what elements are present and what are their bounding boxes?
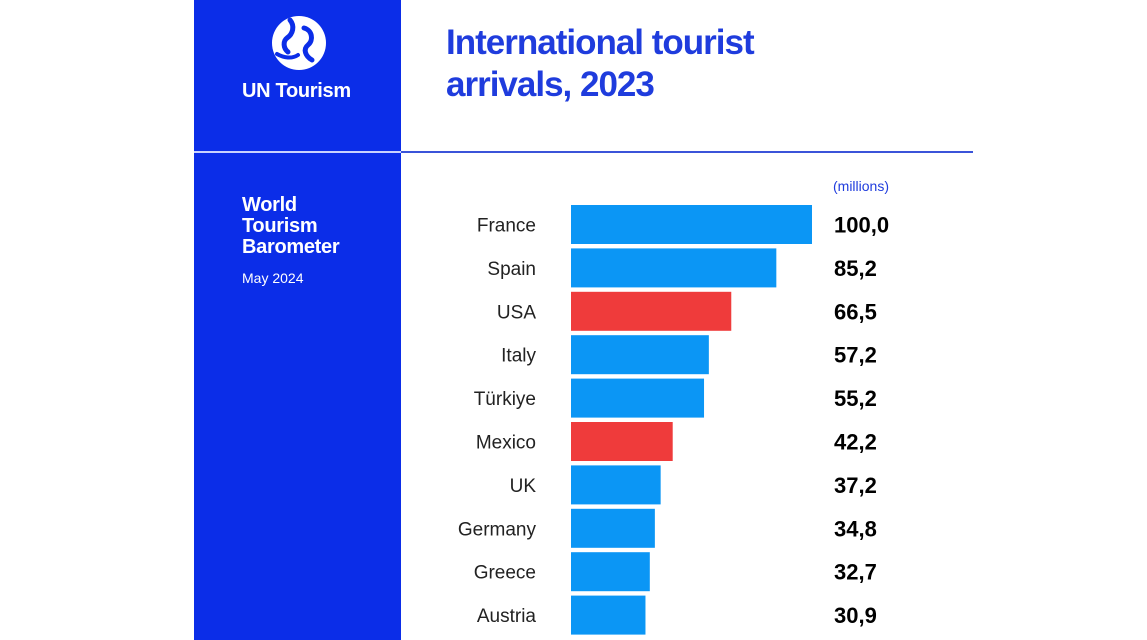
- bar-7: [571, 508, 655, 548]
- value-label: 57,2: [834, 343, 877, 368]
- bar-6: [571, 465, 661, 505]
- value-label: 85,2: [834, 256, 877, 281]
- category-label: Italy: [501, 346, 536, 367]
- brand-name: UN Tourism: [242, 80, 351, 102]
- category-label: Spain: [487, 259, 536, 280]
- category-label: Türkiye: [474, 389, 536, 410]
- value-label: 66,5: [834, 299, 877, 324]
- sidebar-panel: [194, 0, 401, 640]
- bar-8: [571, 552, 650, 592]
- value-label: 30,9: [834, 603, 877, 628]
- report-title: World Tourism Barometer: [242, 194, 340, 258]
- un-tourism-logo-icon: [272, 16, 326, 70]
- value-label: 42,2: [834, 430, 877, 455]
- bar-5: [571, 422, 673, 461]
- value-label: 37,2: [834, 473, 877, 498]
- category-label: France: [477, 216, 536, 237]
- value-label: 55,2: [834, 386, 877, 411]
- bar-9: [571, 595, 646, 635]
- bar-2: [571, 291, 732, 331]
- value-label: 32,7: [834, 560, 877, 585]
- report-date: May 2024: [242, 270, 304, 286]
- sidebar-divider: [194, 151, 401, 153]
- category-label: Mexico: [476, 433, 536, 454]
- bar-1: [571, 248, 777, 288]
- value-label: 34,8: [834, 516, 877, 541]
- value-label: 100,0: [834, 213, 889, 238]
- header-divider: [401, 151, 973, 153]
- bar-0: [571, 205, 812, 244]
- category-label: Greece: [474, 563, 536, 584]
- category-label: Austria: [477, 606, 537, 627]
- category-label: UK: [510, 476, 537, 497]
- bar-3: [571, 335, 709, 375]
- chart-title: International tourist arrivals, 2023: [446, 23, 755, 104]
- category-label: Germany: [458, 519, 537, 540]
- category-label: USA: [497, 302, 536, 323]
- bar-4: [571, 378, 705, 418]
- chart-unit-label: (millions): [833, 178, 889, 194]
